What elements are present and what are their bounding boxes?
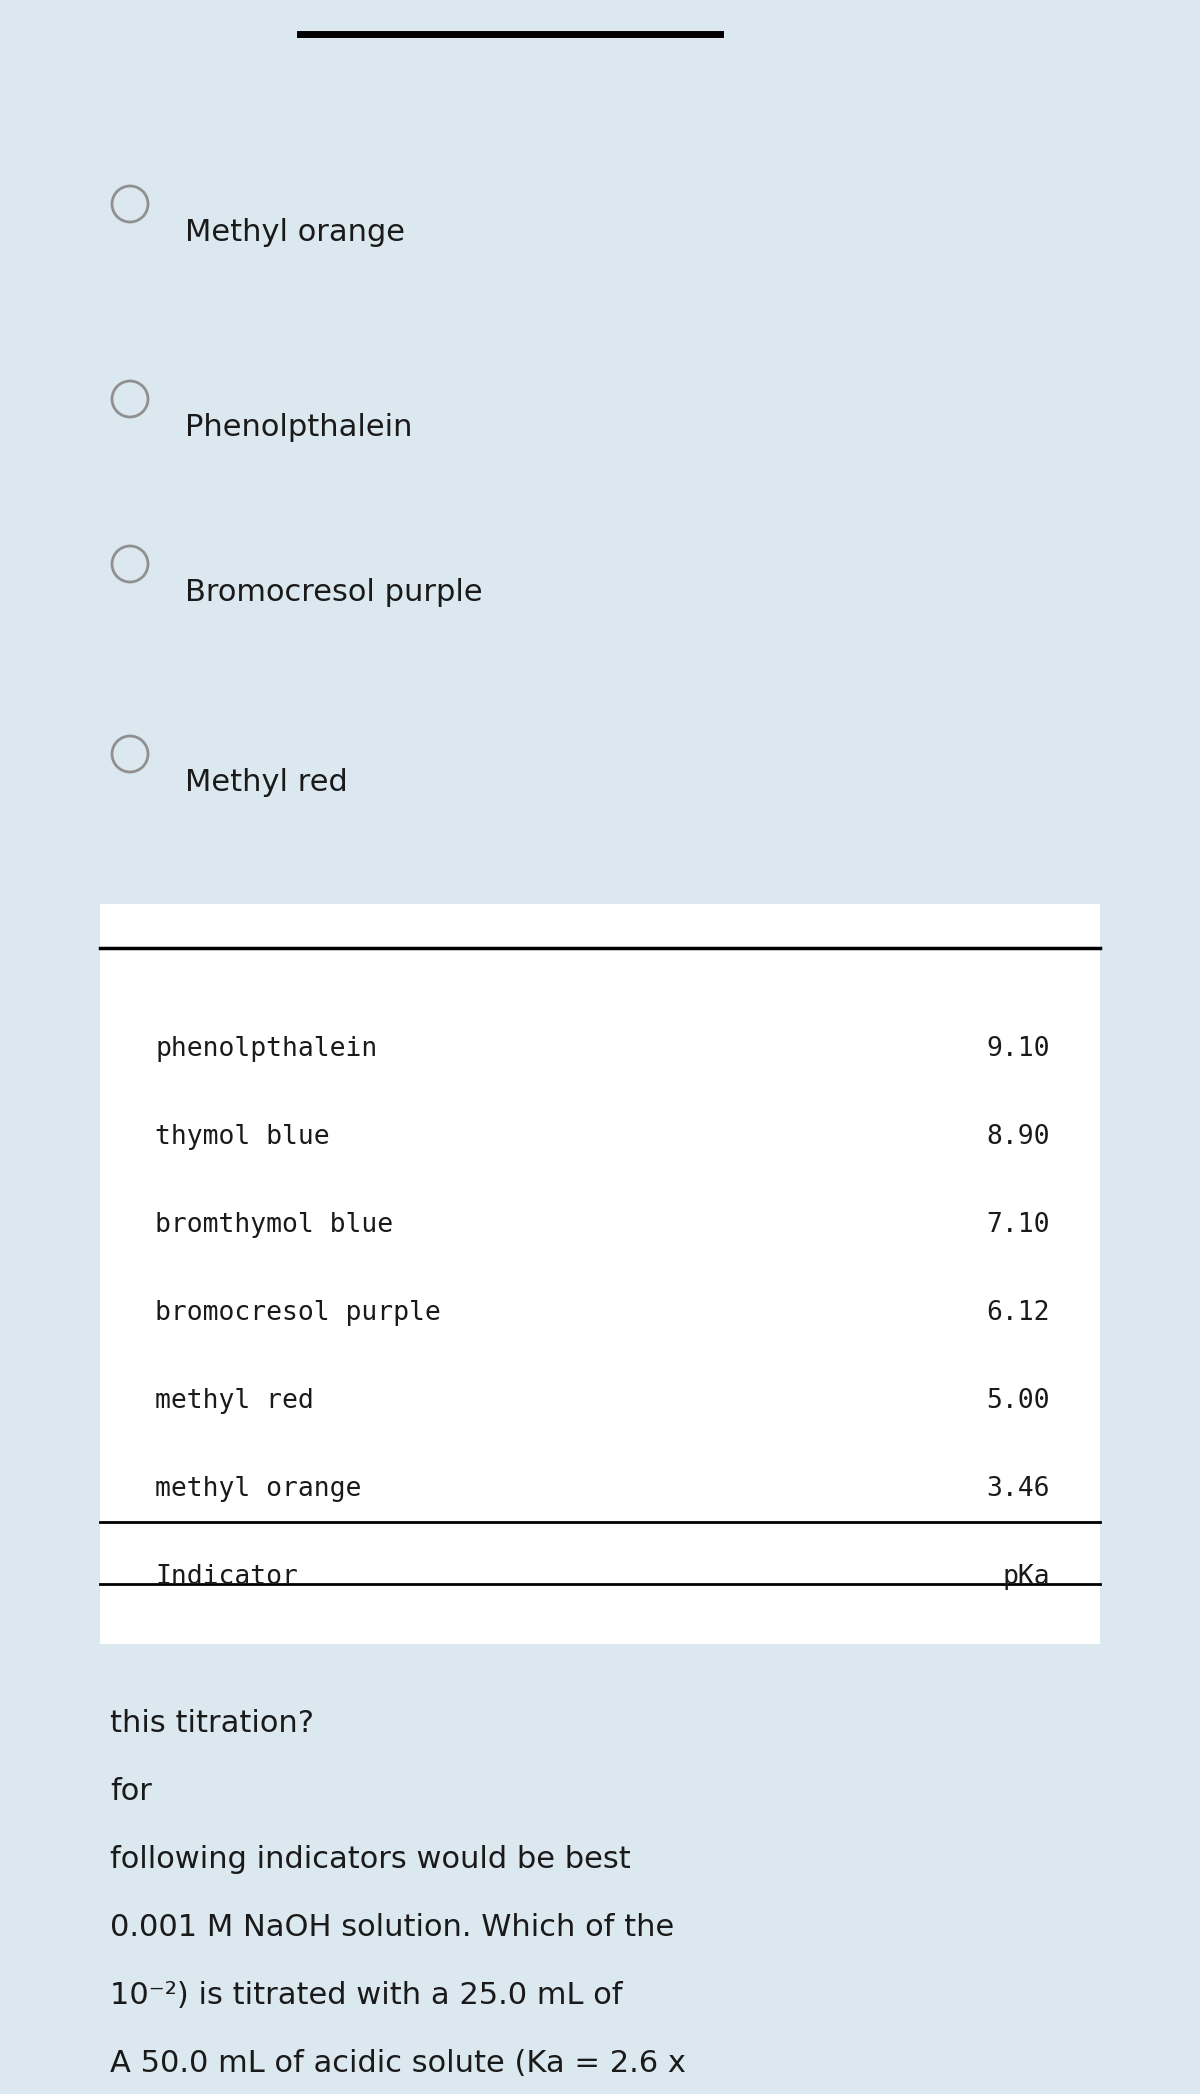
- Text: bromocresol purple: bromocresol purple: [155, 1300, 440, 1326]
- Text: Bromocresol purple: Bromocresol purple: [185, 578, 482, 607]
- Text: A 50.0 mL of acidic solute (Ka = 2.6 x: A 50.0 mL of acidic solute (Ka = 2.6 x: [110, 2050, 686, 2077]
- Text: 3.46: 3.46: [986, 1476, 1050, 1501]
- Text: pKa: pKa: [1002, 1564, 1050, 1589]
- FancyBboxPatch shape: [74, 0, 1126, 884]
- Text: 9.10: 9.10: [986, 1037, 1050, 1062]
- Text: 6.12: 6.12: [986, 1300, 1050, 1326]
- Text: Phenolpthalein: Phenolpthalein: [185, 413, 413, 442]
- Text: 8.90: 8.90: [986, 1124, 1050, 1150]
- Text: 10⁻²) is titrated with a 25.0 mL of: 10⁻²) is titrated with a 25.0 mL of: [110, 1981, 623, 2010]
- Text: Methyl orange: Methyl orange: [185, 218, 406, 247]
- Text: 7.10: 7.10: [986, 1212, 1050, 1238]
- Text: methyl orange: methyl orange: [155, 1476, 361, 1501]
- Text: phenolpthalein: phenolpthalein: [155, 1037, 377, 1062]
- Text: bromthymol blue: bromthymol blue: [155, 1212, 394, 1238]
- Text: thymol blue: thymol blue: [155, 1124, 330, 1150]
- Text: Indicator: Indicator: [155, 1564, 298, 1589]
- Text: this titration?: this titration?: [110, 1709, 314, 1738]
- Text: 0.001 M NaOH solution. Which of the: 0.001 M NaOH solution. Which of the: [110, 1914, 674, 1941]
- FancyBboxPatch shape: [100, 905, 1100, 1644]
- Text: 5.00: 5.00: [986, 1388, 1050, 1413]
- Text: for: for: [110, 1778, 152, 1805]
- FancyBboxPatch shape: [74, 1665, 1126, 2094]
- Text: methyl red: methyl red: [155, 1388, 313, 1413]
- Text: following indicators would be best: following indicators would be best: [110, 1845, 631, 1874]
- Text: Methyl red: Methyl red: [185, 768, 348, 798]
